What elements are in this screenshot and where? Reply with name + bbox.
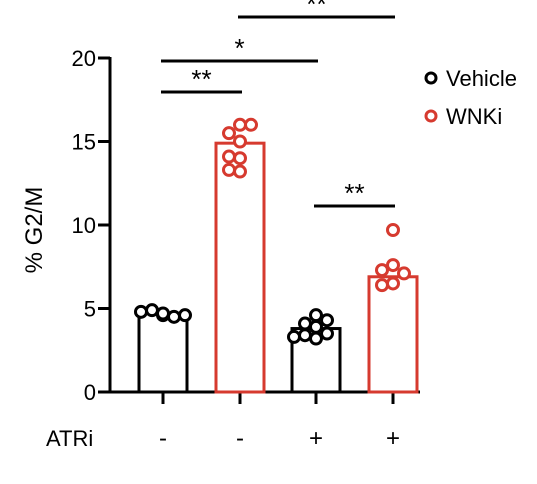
data-point <box>233 164 247 179</box>
data-point <box>222 149 236 164</box>
data-point <box>287 329 301 344</box>
atri-label: + <box>309 425 323 452</box>
data-point <box>309 319 323 334</box>
bar-vehicle <box>137 312 189 394</box>
legend: Vehicle WNKi <box>424 66 517 129</box>
y-tick-label: 20 <box>72 46 96 71</box>
data-point <box>386 276 400 291</box>
significance-label: ** <box>191 64 211 94</box>
data-point <box>233 134 247 149</box>
data-point <box>375 278 389 293</box>
data-point <box>320 313 334 328</box>
data-point <box>156 306 170 321</box>
data-point <box>145 303 159 318</box>
bar-layer <box>137 141 419 394</box>
point-layer <box>134 117 411 346</box>
data-point <box>298 328 312 343</box>
y-axis-label: % G2/M <box>21 187 48 274</box>
data-point <box>386 258 400 273</box>
y-tick-label: 10 <box>72 213 96 238</box>
significance-label: ** <box>306 0 326 19</box>
atri-label: - <box>159 425 167 452</box>
data-point <box>309 308 323 323</box>
data-point <box>320 326 334 341</box>
data-point <box>222 162 236 177</box>
data-point <box>178 308 192 323</box>
data-point <box>167 309 181 324</box>
bar-wnki <box>214 141 266 394</box>
data-point <box>375 263 389 278</box>
significance-layer: ******* <box>161 0 395 208</box>
y-tick-label: 0 <box>84 380 96 405</box>
data-point <box>222 126 236 141</box>
bar-wnki <box>367 275 419 394</box>
legend-label: WNKi <box>446 104 502 129</box>
significance-label: ** <box>344 178 364 208</box>
data-point <box>233 117 247 132</box>
axis-layer: 0 5 10 15 20 - - + + <box>72 46 420 452</box>
data-point <box>134 304 148 319</box>
atri-row-label: ATRi <box>46 426 93 451</box>
y-tick-label: 15 <box>72 130 96 155</box>
atri-label: - <box>236 425 244 452</box>
legend-label: Vehicle <box>446 66 517 91</box>
y-tick-label: 5 <box>84 297 96 322</box>
atri-label: + <box>386 425 400 452</box>
legend-marker <box>424 109 438 123</box>
data-point <box>386 223 400 238</box>
significance-label: * <box>234 33 244 63</box>
data-point <box>244 117 258 132</box>
data-point <box>298 316 312 331</box>
data-point <box>397 266 411 281</box>
data-point <box>233 151 247 166</box>
legend-marker <box>424 71 438 85</box>
data-point <box>309 331 323 346</box>
